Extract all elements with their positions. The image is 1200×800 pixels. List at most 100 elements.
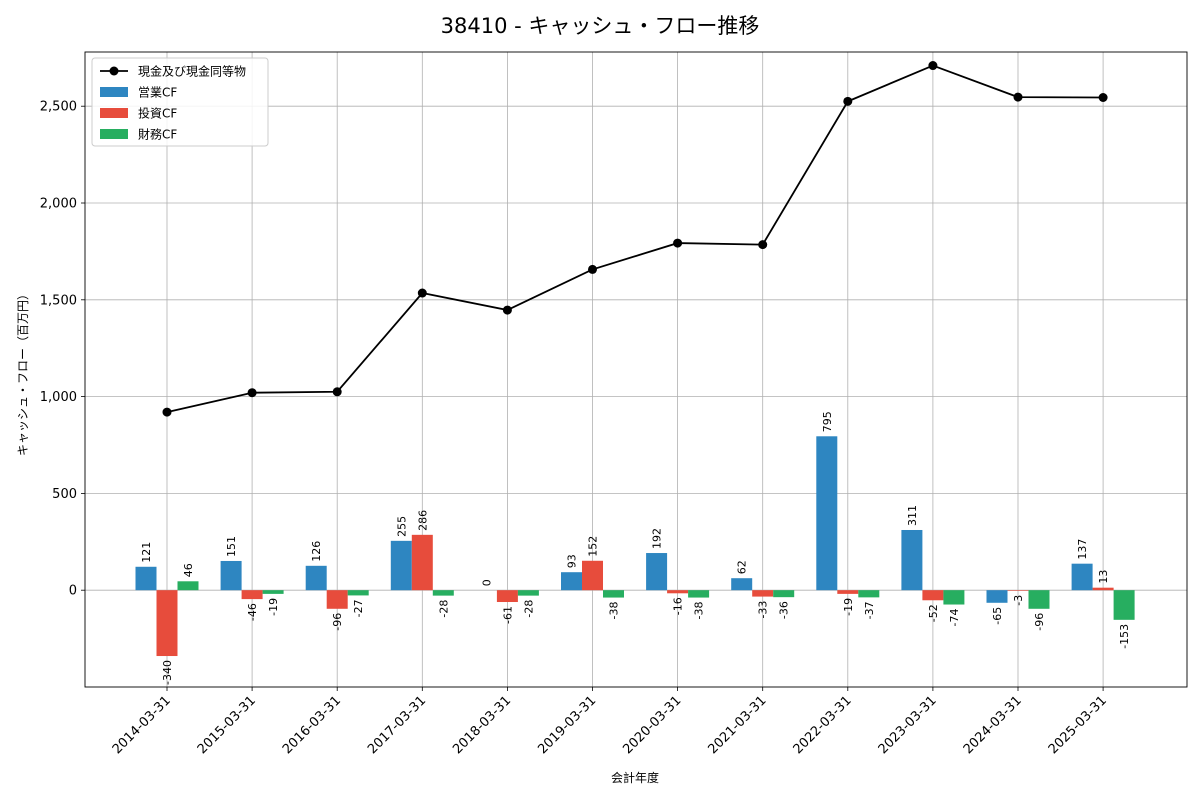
- bar-value-label: 151: [225, 536, 238, 557]
- legend-label: 現金及び現金同等物: [138, 64, 246, 79]
- bar-operating-cf: [901, 529, 923, 591]
- bar-value-label: -65: [991, 607, 1004, 625]
- bar-financing-cf: [262, 590, 284, 594]
- x-tick-label: 2017-03-31: [365, 693, 429, 757]
- bar-value-label: 93: [566, 554, 579, 568]
- bar-financing-cf: [688, 590, 710, 598]
- bar-investing-cf: [1007, 590, 1029, 591]
- x-tick-label: 2015-03-31: [195, 693, 259, 757]
- bar-operating-cf: [390, 540, 412, 591]
- bar-value-label: -96: [331, 613, 344, 631]
- cash-equivalents-point: [588, 264, 597, 274]
- axis-layer: 0 500 1,000 1,500 2,000 2,500 2014-03-31 2015-0…: [40, 51, 1188, 757]
- bar-value-label: 46: [182, 563, 195, 577]
- cash-equivalents-point: [673, 238, 683, 248]
- bar-financing-cf: [858, 590, 880, 598]
- y-tick-label: 2,500: [40, 100, 77, 115]
- bar-financing-cf: [177, 581, 199, 591]
- y-tick-label: 2,000: [40, 197, 77, 212]
- y-tick-label: 0: [69, 584, 77, 599]
- bar-investing-cf: [667, 590, 689, 594]
- x-tick-label: 2021-03-31: [705, 693, 769, 757]
- legend-label: 財務CF: [138, 127, 177, 142]
- bar-financing-cf: [943, 590, 965, 605]
- grid-layer: [85, 52, 1187, 687]
- bar-value-label: 795: [821, 411, 834, 432]
- legend-color-swatch: [100, 108, 128, 118]
- x-tick-label: 2024-03-31: [961, 693, 1025, 757]
- bar-financing-cf: [517, 590, 539, 596]
- legend-label: 投資CF: [138, 106, 177, 121]
- bar-value-label: -38: [693, 602, 706, 620]
- bar-investing-cf: [1092, 587, 1114, 591]
- bar-value-label: 311: [906, 505, 919, 526]
- bar-value-label: -19: [842, 598, 855, 616]
- bar-investing-cf: [752, 590, 774, 597]
- bar-value-label: -37: [863, 601, 876, 619]
- bar-value-label: -46: [246, 603, 259, 621]
- legend-marker-swatch: [109, 66, 119, 76]
- chart-title: 38410 - キャッシュ・フロー推移: [441, 14, 760, 38]
- x-tick-label: 2014-03-31: [110, 693, 174, 757]
- bar-investing-cf: [241, 590, 263, 600]
- bar-value-label: -19: [267, 598, 280, 616]
- cash-equivalents-point: [332, 387, 342, 397]
- x-tick-label: 2016-03-31: [280, 693, 344, 757]
- bar-label-layer: 121 151 12625509319262795311-65137-340-46-…: [140, 411, 1131, 685]
- bar-value-label: 121: [140, 542, 153, 563]
- bar-value-label: -33: [757, 601, 770, 619]
- bar-operating-cf: [1071, 563, 1093, 591]
- bar-value-label: 255: [395, 516, 408, 537]
- bar-value-label: -3: [1012, 595, 1025, 606]
- bar-financing-cf: [1028, 590, 1050, 609]
- bar-value-label: 286: [416, 510, 429, 531]
- bar-operating-cf: [220, 560, 242, 591]
- bar-financing-cf: [347, 590, 369, 596]
- bar-value-label: 137: [1076, 539, 1089, 560]
- bar-value-label: -27: [352, 599, 365, 617]
- bar-value-label: -52: [927, 604, 940, 622]
- cash-equivalents-point: [417, 288, 427, 298]
- bar-operating-cf: [986, 590, 1008, 603]
- bar-investing-cf: [156, 590, 178, 657]
- legend-color-swatch: [100, 87, 128, 97]
- x-tick-label: 2018-03-31: [450, 693, 514, 757]
- bar-operating-cf: [305, 565, 327, 591]
- bar-value-label: -340: [161, 660, 174, 685]
- bar-value-label: -28: [437, 600, 450, 618]
- bar-operating-cf: [646, 553, 668, 591]
- cash-equivalents-line: [166, 64, 1104, 413]
- line-layer: [162, 61, 1108, 417]
- bar-operating-cf: [561, 572, 582, 591]
- x-axis-title: 会計年度: [611, 770, 659, 785]
- bar-financing-cf: [603, 590, 624, 598]
- bar-investing-cf: [496, 590, 518, 603]
- bar-value-label: -61: [501, 606, 514, 624]
- bar-value-label: -36: [778, 601, 791, 619]
- bar-investing-cf: [326, 590, 348, 609]
- bar-investing-cf: [837, 590, 859, 594]
- y-tick-label: 500: [52, 487, 77, 502]
- bar-operating-cf: [731, 578, 753, 591]
- y-axis-title: キャッシュ・フロー（百万円）: [16, 288, 30, 456]
- cash-equivalents-point: [928, 61, 938, 71]
- bar-value-label: -16: [672, 597, 685, 615]
- cash-equivalents-point: [1098, 92, 1108, 102]
- cash-equivalents-point: [247, 388, 257, 398]
- bar-investing-cf: [411, 534, 433, 591]
- cash-equivalents-point: [502, 305, 512, 315]
- y-tick-label: 1,500: [40, 293, 77, 308]
- bar-value-label: -28: [522, 600, 535, 618]
- cash-equivalents-point: [843, 96, 853, 106]
- x-tick-label: 2023-03-31: [876, 693, 940, 757]
- bar-value-label: -38: [608, 602, 621, 620]
- legend-color-swatch: [100, 129, 128, 139]
- bar-value-label: 152: [587, 536, 600, 557]
- bar-value-label: -96: [1033, 613, 1046, 631]
- bar-financing-cf: [1113, 590, 1135, 620]
- bar-layer: [135, 436, 1135, 657]
- bar-value-label: 0: [480, 579, 493, 586]
- bar-operating-cf: [816, 436, 838, 591]
